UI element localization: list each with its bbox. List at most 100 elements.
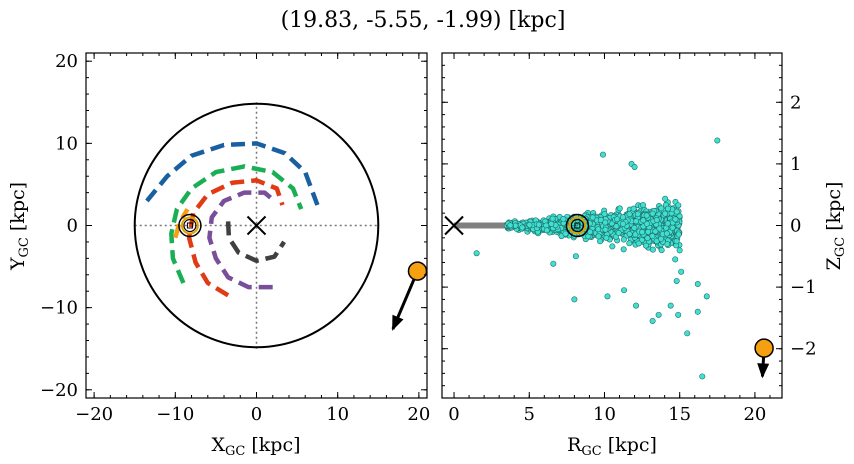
- star-point: [663, 230, 670, 237]
- star-point: [665, 205, 672, 212]
- spiral-arm-purple: [207, 190, 276, 290]
- star-point: [672, 256, 679, 263]
- star-point: [653, 217, 660, 224]
- x-tick-label: 10: [593, 404, 616, 425]
- rz-panel: 0 5 10 15 20 −2 −1 0 1 2 RGC [kpc] ZGC [kpc]: [441, 52, 848, 459]
- star-point: [601, 211, 608, 218]
- y-tick-label: 20: [55, 51, 78, 72]
- sun-marker-gold-ring: [180, 216, 199, 235]
- y-tick-label: 0: [67, 216, 78, 237]
- sun-marker-gold-ring: [568, 216, 587, 235]
- star-point: [684, 330, 691, 337]
- star-point: [599, 151, 606, 158]
- star-point: [658, 205, 665, 212]
- rz-x-axis-label: RGC [kpc]: [567, 434, 657, 459]
- star-point: [560, 216, 567, 223]
- x-tick-label: −20: [75, 404, 113, 425]
- y-tick-label: 0: [790, 216, 801, 237]
- star-point: [619, 214, 626, 221]
- star-point: [633, 302, 640, 309]
- star-point: [631, 163, 638, 170]
- star-point: [604, 293, 611, 300]
- star-point: [550, 260, 557, 267]
- sun-marker-inner-ring: [570, 218, 584, 233]
- velocity-arrow-head: [757, 363, 770, 379]
- star-point: [473, 250, 480, 257]
- x-tick-label: 20: [407, 404, 430, 425]
- star-point: [658, 247, 665, 254]
- star-point: [613, 223, 620, 230]
- xy-x-axis-label: XGC [kpc]: [211, 434, 300, 459]
- rz-y-axis-label: ZGC [kpc]: [823, 182, 848, 271]
- star-point: [699, 373, 706, 380]
- star-point: [635, 240, 642, 247]
- star-point: [615, 229, 622, 236]
- star-point: [595, 233, 602, 240]
- x-tick-label: 15: [668, 404, 691, 425]
- star-point: [649, 246, 656, 253]
- sun-marker-center-square: [186, 222, 193, 229]
- xy-panel: −20 −10 0 10 20 −20 −10 0 10 20 XGC [kpc] YGC [kp…: [7, 51, 430, 459]
- y-tick-label: −20: [40, 380, 78, 401]
- spiral-arm-red: [186, 178, 285, 298]
- x-tick-label: 20: [743, 404, 766, 425]
- star-point: [675, 202, 682, 209]
- galactic-center-marker: [444, 215, 464, 236]
- sun-marker-outer-ring: [178, 213, 202, 238]
- star-point: [664, 220, 671, 227]
- star-point: [640, 201, 647, 208]
- star-point: [519, 224, 526, 231]
- rz-ticks: 0 5 10 15 20 −2 −1 0 1 2: [442, 52, 817, 425]
- star-point: [621, 287, 628, 294]
- star-point: [626, 231, 633, 238]
- y-tick-label: 2: [790, 92, 801, 113]
- y-tick-label: −10: [40, 298, 78, 319]
- star-point: [543, 227, 550, 234]
- star-point: [589, 214, 596, 221]
- star-point: [620, 220, 627, 227]
- star-point: [669, 224, 676, 231]
- galactic-center-marker: [246, 215, 267, 236]
- star-point: [714, 137, 721, 144]
- y-tick-label: 10: [55, 133, 78, 154]
- star-point: [655, 311, 662, 318]
- star-point: [649, 210, 656, 217]
- velocity-arrow-head: [392, 314, 404, 331]
- star-point: [645, 228, 652, 235]
- star-point: [694, 281, 701, 288]
- star-point: [643, 212, 650, 219]
- object-marker: [754, 338, 774, 358]
- star-point: [543, 222, 550, 229]
- x-tick-label: 0: [251, 404, 262, 425]
- star-point: [535, 221, 542, 228]
- star-point: [673, 238, 680, 245]
- figure-title: (19.83, -5.55, -1.99) [kpc]: [281, 8, 566, 33]
- star-point: [694, 308, 701, 315]
- star-point: [672, 216, 679, 223]
- star-point: [620, 236, 627, 243]
- star-point: [703, 293, 710, 300]
- y-tick-label: −2: [790, 339, 817, 360]
- star-point: [562, 230, 569, 237]
- star-point: [662, 210, 669, 217]
- star-point: [602, 226, 609, 233]
- star-point: [639, 229, 646, 236]
- star-point: [643, 242, 650, 249]
- star-point: [602, 219, 609, 226]
- x-tick-label: 0: [448, 404, 459, 425]
- star-point: [616, 205, 623, 212]
- spiral-arm-blue: [145, 141, 320, 206]
- star-point: [643, 220, 650, 227]
- star-point: [595, 226, 602, 233]
- star-point: [603, 234, 610, 241]
- rz-plot-area: [444, 137, 774, 380]
- star-point: [587, 228, 594, 235]
- xy-y-axis-label: YGC [kpc]: [7, 182, 32, 271]
- star-point: [620, 246, 627, 253]
- spiral-arm-green: [169, 164, 304, 284]
- star-point: [631, 224, 638, 231]
- star-point: [649, 317, 656, 324]
- star-point: [507, 222, 514, 229]
- xy-plot-area: [133, 102, 427, 349]
- sun-marker-inner-ring: [183, 218, 197, 233]
